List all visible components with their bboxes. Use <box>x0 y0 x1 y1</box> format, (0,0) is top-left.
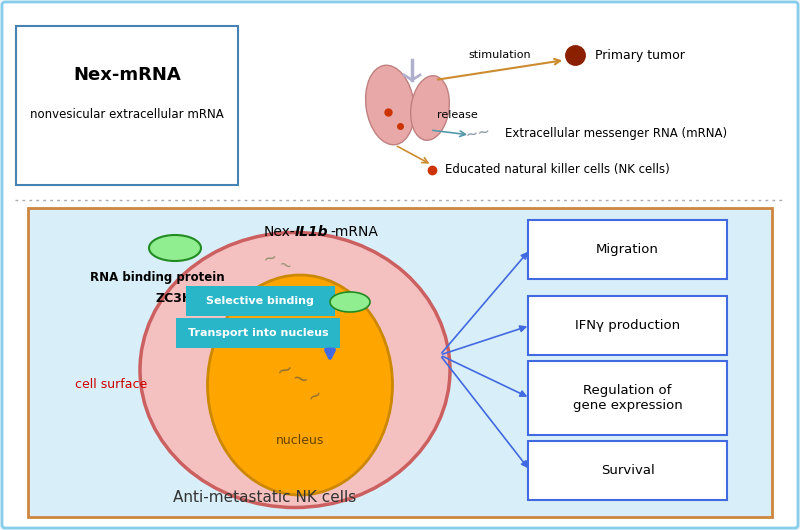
Text: cell surface: cell surface <box>75 378 147 392</box>
Ellipse shape <box>410 76 450 140</box>
Text: ZC3H12D: ZC3H12D <box>155 292 220 305</box>
FancyBboxPatch shape <box>28 208 772 517</box>
FancyBboxPatch shape <box>528 441 727 500</box>
FancyBboxPatch shape <box>186 286 335 316</box>
Text: Migration: Migration <box>596 243 659 256</box>
Text: ∼: ∼ <box>290 369 310 391</box>
Text: Survival: Survival <box>601 464 654 477</box>
Text: Extracellular messenger RNA (mRNA): Extracellular messenger RNA (mRNA) <box>505 127 727 139</box>
FancyBboxPatch shape <box>528 220 727 279</box>
Text: nonvesicular extracellular mRNA: nonvesicular extracellular mRNA <box>30 109 224 121</box>
Text: Nex-mRNA: Nex-mRNA <box>73 66 181 84</box>
Text: ∼: ∼ <box>261 248 279 269</box>
Text: ∼: ∼ <box>274 358 296 382</box>
Ellipse shape <box>149 235 201 261</box>
Text: Primary tumor: Primary tumor <box>595 49 685 61</box>
Text: -mRNA: -mRNA <box>330 225 378 239</box>
FancyBboxPatch shape <box>528 361 727 435</box>
Ellipse shape <box>330 292 370 312</box>
Ellipse shape <box>207 275 393 495</box>
FancyBboxPatch shape <box>16 26 238 185</box>
Text: IL1b: IL1b <box>295 225 329 239</box>
Text: ∼∼: ∼∼ <box>464 123 492 143</box>
Text: RNA binding protein: RNA binding protein <box>90 271 225 285</box>
Text: release: release <box>437 110 478 120</box>
Text: ∼: ∼ <box>277 256 294 274</box>
Ellipse shape <box>366 65 414 145</box>
Text: stimulation: stimulation <box>469 50 531 60</box>
Text: Selective binding: Selective binding <box>206 296 314 306</box>
Text: ∼: ∼ <box>305 384 326 407</box>
Text: Educated natural killer cells (NK cells): Educated natural killer cells (NK cells) <box>445 163 670 176</box>
Text: nucleus: nucleus <box>276 434 324 446</box>
FancyBboxPatch shape <box>176 318 340 348</box>
Text: Regulation of
gene expression: Regulation of gene expression <box>573 384 682 412</box>
Text: Transport into nucleus: Transport into nucleus <box>188 328 328 338</box>
FancyBboxPatch shape <box>528 296 727 355</box>
Text: Anti-metastatic NK cells: Anti-metastatic NK cells <box>174 490 357 506</box>
Ellipse shape <box>140 233 450 508</box>
Text: Nex-: Nex- <box>263 225 295 239</box>
Text: IFNγ production: IFNγ production <box>575 319 680 332</box>
